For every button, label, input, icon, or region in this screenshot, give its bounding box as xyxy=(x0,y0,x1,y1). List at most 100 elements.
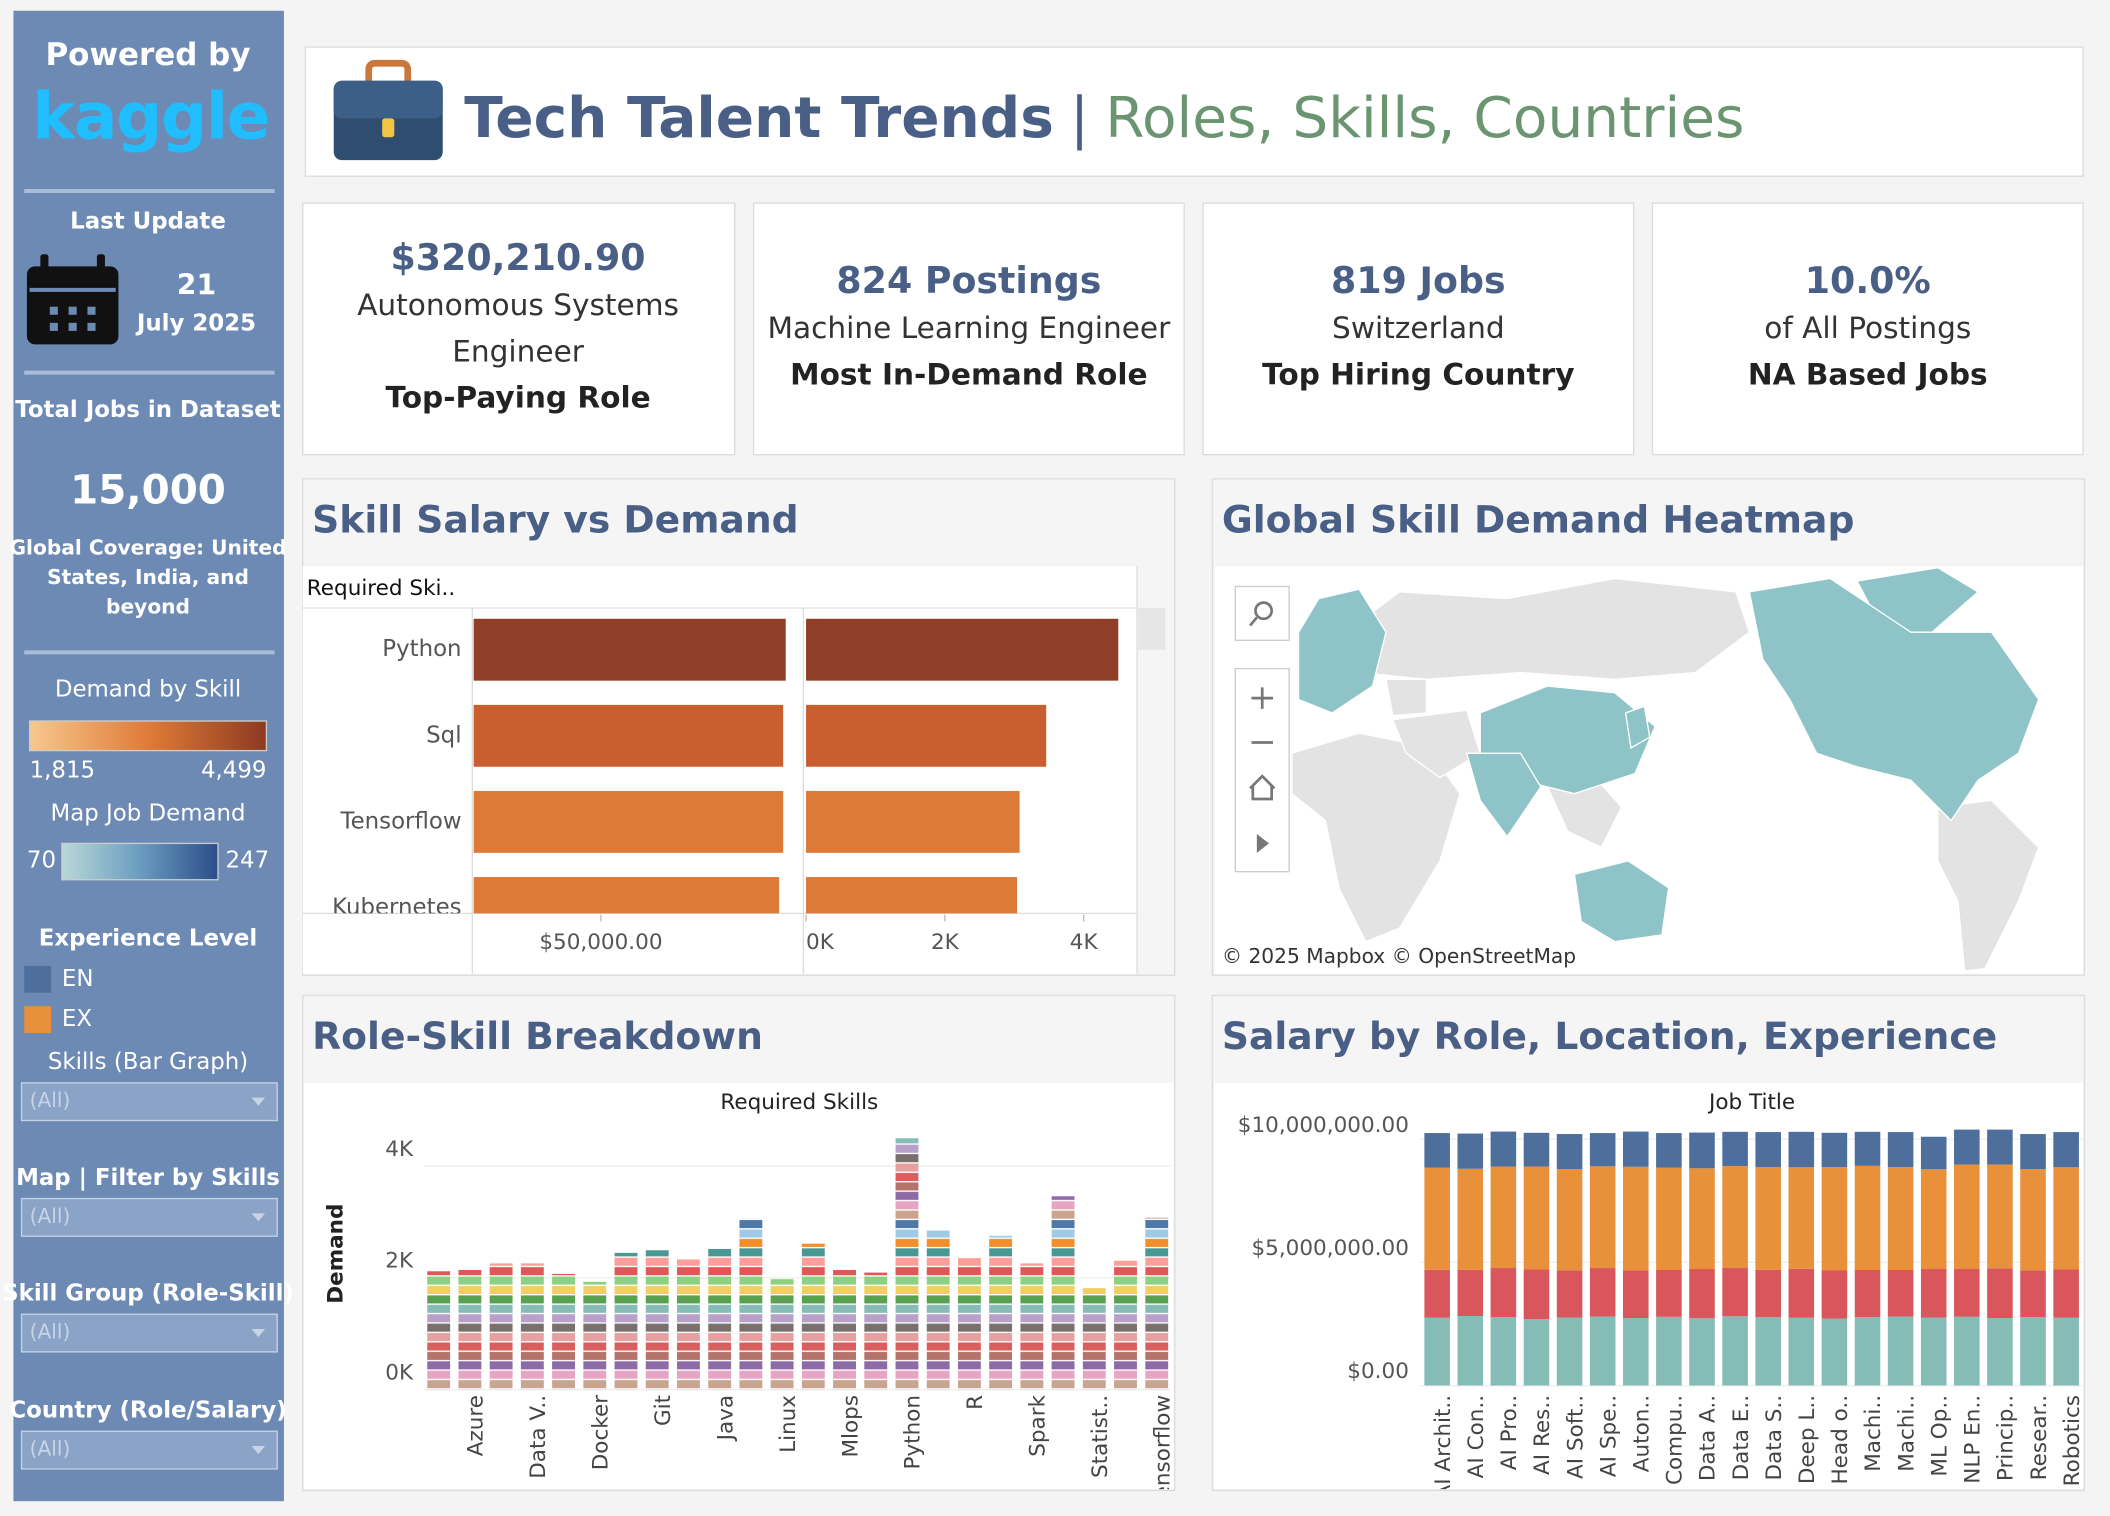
bar-segment xyxy=(1755,1317,1781,1386)
bar xyxy=(677,1259,700,1390)
bar-segment xyxy=(1656,1316,1682,1386)
bar-segment xyxy=(1424,1269,1450,1318)
dropdown-value[interactable]: (All) xyxy=(30,1204,71,1228)
legend-title: Map Job Demand xyxy=(51,800,246,826)
coverage-text: Global Coverage: United xyxy=(9,535,286,559)
bar xyxy=(1145,1217,1169,1390)
bar-segment xyxy=(1920,1169,1947,1270)
filter-label: Map | Filter by Skills xyxy=(16,1165,280,1191)
chart-title: Salary by Role, Location, Experience xyxy=(1222,1014,1997,1058)
bar-segment xyxy=(1689,1132,1715,1169)
bar-segment xyxy=(1424,1133,1450,1168)
search-icon[interactable] xyxy=(1249,616,1258,627)
x-tick-label: Java xyxy=(713,1395,738,1442)
bar-segment xyxy=(1788,1268,1815,1318)
bar xyxy=(739,1218,763,1390)
bars: AI Archit.. AI Con.. AI Pro.. AI Res.. AI So… xyxy=(1424,1129,2083,1489)
bar-segment xyxy=(1887,1316,1914,1386)
bar-segment xyxy=(1887,1132,1914,1168)
bar-segment xyxy=(1656,1270,1682,1317)
bar xyxy=(708,1248,732,1390)
bar-segment xyxy=(1920,1317,1947,1386)
title-subtitle: Roles, Skills, Countries xyxy=(1105,86,1744,151)
chart-title: Role-Skill Breakdown xyxy=(312,1014,763,1058)
x-tick-label: Spark xyxy=(1026,1394,1051,1456)
y-tick-label: 0K xyxy=(385,1360,414,1385)
x-tick-label: AI Soft.. xyxy=(1563,1395,1588,1479)
kpi-text: Engineer xyxy=(452,334,585,368)
bar-segment xyxy=(2020,1134,2046,1170)
home-button[interactable] xyxy=(1249,774,1276,801)
country xyxy=(1573,860,1670,943)
dropdown-arrow[interactable] xyxy=(251,1329,266,1338)
bar-segment xyxy=(1689,1318,1715,1386)
search-icon[interactable] xyxy=(1254,601,1273,621)
country xyxy=(1344,577,1751,680)
kpi-caption: NA Based Jobs xyxy=(1748,357,1988,391)
bar-segment xyxy=(1722,1316,1748,1386)
dropdown-arrow[interactable] xyxy=(251,1446,266,1455)
bar-segment xyxy=(1987,1164,2013,1269)
bar xyxy=(645,1250,669,1390)
zoom-in[interactable] xyxy=(1251,687,1273,709)
x-tick-label: Auton.. xyxy=(1630,1395,1655,1472)
sidebar xyxy=(13,10,284,1502)
bar xyxy=(806,790,1020,853)
dropdown[interactable] xyxy=(20,1082,278,1122)
filter-label: Skill Group (Role-Skill) xyxy=(2,1281,294,1307)
bar xyxy=(806,704,1047,767)
bar xyxy=(895,1138,919,1390)
map-attribution: © 2025 Mapbox © OpenStreetMap xyxy=(1222,944,1576,968)
x-tick-label: R xyxy=(963,1395,988,1410)
bar-segment xyxy=(1490,1268,1517,1318)
expand-button[interactable] xyxy=(1256,834,1269,853)
bar xyxy=(926,1230,950,1390)
kpi-value: 10.0% xyxy=(1805,259,1931,302)
bar-segment xyxy=(1954,1129,1980,1165)
bar-segment xyxy=(2053,1317,2079,1386)
kpi-text: Machine Learning Engineer xyxy=(767,311,1171,345)
country xyxy=(1748,577,2040,822)
dropdown-value[interactable]: (All) xyxy=(30,1320,71,1344)
y-tick-label: 4K xyxy=(385,1137,414,1162)
bar-segment xyxy=(1887,1270,1914,1317)
x-tick-label: Machi.. xyxy=(1894,1395,1919,1472)
bar-segment xyxy=(2053,1269,2079,1318)
dropdown[interactable] xyxy=(20,1430,278,1470)
bar xyxy=(1020,1263,1044,1390)
map-search[interactable] xyxy=(1234,585,1290,641)
bar xyxy=(473,790,784,853)
bar xyxy=(957,1258,981,1390)
x-tick-label: Deep L.. xyxy=(1795,1395,1820,1484)
x-tick-label: Statist.. xyxy=(1088,1395,1113,1478)
kpi-box xyxy=(1202,202,1635,456)
x-tick-label: Mlops xyxy=(838,1395,863,1458)
y-tick-label: 2K xyxy=(385,1249,414,1274)
bar-segment xyxy=(1457,1168,1484,1270)
dropdown-arrow[interactable] xyxy=(251,1097,266,1106)
powered-by: Powered by xyxy=(46,37,251,73)
bar-segment xyxy=(1556,1317,1583,1386)
dropdown[interactable] xyxy=(20,1197,278,1237)
bar-segment xyxy=(1788,1317,1815,1386)
bar-segment xyxy=(1689,1168,1715,1270)
bar-segment xyxy=(1623,1318,1649,1386)
bar-segment xyxy=(1623,1131,1649,1167)
update-date: July 2025 xyxy=(135,311,256,337)
update-day: 21 xyxy=(177,269,216,302)
dropdown-arrow[interactable] xyxy=(251,1213,266,1222)
axis-header: Job Title xyxy=(1707,1090,1795,1115)
dropdown[interactable] xyxy=(20,1313,278,1353)
bar-segment xyxy=(1954,1316,1980,1386)
bar xyxy=(801,1243,825,1390)
title-main: Tech Talent Trends xyxy=(464,86,1054,151)
kpi-caption: Top-Paying Role xyxy=(385,381,650,415)
bar xyxy=(989,1235,1013,1390)
scrollbar[interactable] xyxy=(1138,608,1166,650)
x-tick-label: Data S.. xyxy=(1762,1395,1787,1481)
dropdown-value[interactable]: (All) xyxy=(30,1088,71,1112)
color-scale xyxy=(28,720,268,752)
x-tick-label: AI Spe.. xyxy=(1596,1395,1621,1477)
dropdown-value[interactable]: (All) xyxy=(30,1437,71,1461)
bar-segment xyxy=(1457,1269,1484,1317)
